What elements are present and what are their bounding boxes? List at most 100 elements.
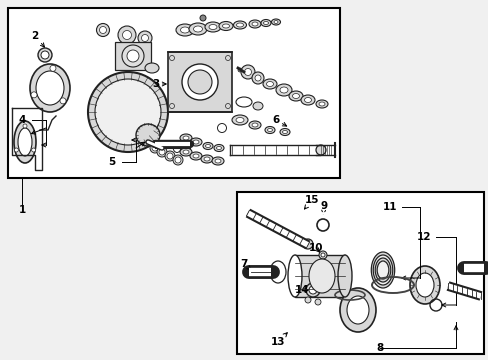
Ellipse shape xyxy=(189,23,206,35)
Ellipse shape xyxy=(36,71,64,105)
Text: 2: 2 xyxy=(31,31,44,47)
Text: 6: 6 xyxy=(272,115,286,126)
Ellipse shape xyxy=(222,24,229,28)
Ellipse shape xyxy=(205,144,210,148)
Ellipse shape xyxy=(376,261,388,279)
Ellipse shape xyxy=(200,15,205,21)
Ellipse shape xyxy=(14,148,19,152)
Ellipse shape xyxy=(225,55,230,60)
Ellipse shape xyxy=(201,155,213,163)
Ellipse shape xyxy=(251,123,258,127)
Text: 8: 8 xyxy=(376,343,383,353)
Ellipse shape xyxy=(50,65,56,71)
Ellipse shape xyxy=(122,31,131,40)
Ellipse shape xyxy=(314,299,320,305)
Ellipse shape xyxy=(215,159,221,163)
Ellipse shape xyxy=(248,20,261,28)
Ellipse shape xyxy=(136,124,160,146)
Text: 7: 7 xyxy=(240,259,250,270)
Ellipse shape xyxy=(190,152,202,160)
Text: 10: 10 xyxy=(308,243,323,253)
Ellipse shape xyxy=(127,50,139,62)
Ellipse shape xyxy=(141,35,148,41)
Ellipse shape xyxy=(252,102,263,110)
Ellipse shape xyxy=(372,255,392,285)
Ellipse shape xyxy=(275,84,291,96)
Text: 14: 14 xyxy=(294,285,309,295)
Ellipse shape xyxy=(305,297,310,303)
Ellipse shape xyxy=(60,98,66,104)
Ellipse shape xyxy=(99,27,106,33)
Ellipse shape xyxy=(236,97,251,107)
Ellipse shape xyxy=(315,145,325,155)
Ellipse shape xyxy=(31,92,37,98)
Ellipse shape xyxy=(231,115,247,125)
Ellipse shape xyxy=(263,22,268,24)
Ellipse shape xyxy=(145,63,159,73)
Ellipse shape xyxy=(95,79,161,145)
Bar xyxy=(115,42,151,70)
Ellipse shape xyxy=(339,288,375,332)
Ellipse shape xyxy=(182,64,218,100)
Ellipse shape xyxy=(167,153,173,159)
Ellipse shape xyxy=(238,68,242,72)
Ellipse shape xyxy=(180,148,192,156)
Ellipse shape xyxy=(118,26,136,44)
Ellipse shape xyxy=(14,121,36,163)
Ellipse shape xyxy=(203,143,213,149)
Ellipse shape xyxy=(271,19,280,25)
Ellipse shape xyxy=(225,104,230,108)
Ellipse shape xyxy=(303,239,312,249)
Ellipse shape xyxy=(251,72,264,84)
Ellipse shape xyxy=(157,147,167,157)
Ellipse shape xyxy=(138,31,152,45)
Ellipse shape xyxy=(18,128,32,156)
Ellipse shape xyxy=(217,123,226,132)
Ellipse shape xyxy=(287,255,302,297)
Text: 5: 5 xyxy=(108,157,115,167)
Ellipse shape xyxy=(341,291,358,319)
Ellipse shape xyxy=(152,145,158,151)
Ellipse shape xyxy=(288,91,303,101)
Ellipse shape xyxy=(173,155,183,165)
Ellipse shape xyxy=(150,143,160,153)
Ellipse shape xyxy=(315,100,327,108)
Ellipse shape xyxy=(204,22,221,32)
Ellipse shape xyxy=(236,117,244,122)
Ellipse shape xyxy=(308,259,334,293)
Text: 3: 3 xyxy=(152,79,166,89)
Ellipse shape xyxy=(266,81,273,86)
Ellipse shape xyxy=(180,134,192,142)
Ellipse shape xyxy=(359,296,370,315)
Ellipse shape xyxy=(216,147,221,149)
Ellipse shape xyxy=(180,27,189,33)
Ellipse shape xyxy=(190,138,202,146)
Ellipse shape xyxy=(318,102,325,106)
Ellipse shape xyxy=(96,23,109,36)
Ellipse shape xyxy=(318,251,326,259)
Ellipse shape xyxy=(193,154,199,158)
Ellipse shape xyxy=(32,148,36,152)
Ellipse shape xyxy=(173,141,181,153)
Ellipse shape xyxy=(88,72,168,152)
Ellipse shape xyxy=(347,292,362,318)
Ellipse shape xyxy=(30,64,70,112)
Ellipse shape xyxy=(308,286,316,294)
Ellipse shape xyxy=(353,294,366,316)
Ellipse shape xyxy=(193,26,202,32)
Ellipse shape xyxy=(122,45,143,67)
Ellipse shape xyxy=(187,70,212,94)
Ellipse shape xyxy=(244,68,251,76)
Ellipse shape xyxy=(320,253,325,257)
Bar xyxy=(294,255,345,297)
Bar xyxy=(237,192,483,354)
Ellipse shape xyxy=(370,252,394,288)
Ellipse shape xyxy=(176,24,194,36)
Ellipse shape xyxy=(23,124,27,128)
Ellipse shape xyxy=(233,21,246,29)
Text: 13: 13 xyxy=(270,333,286,347)
Ellipse shape xyxy=(169,55,174,60)
Ellipse shape xyxy=(365,297,374,313)
Ellipse shape xyxy=(251,22,258,26)
Text: 1: 1 xyxy=(19,205,25,215)
